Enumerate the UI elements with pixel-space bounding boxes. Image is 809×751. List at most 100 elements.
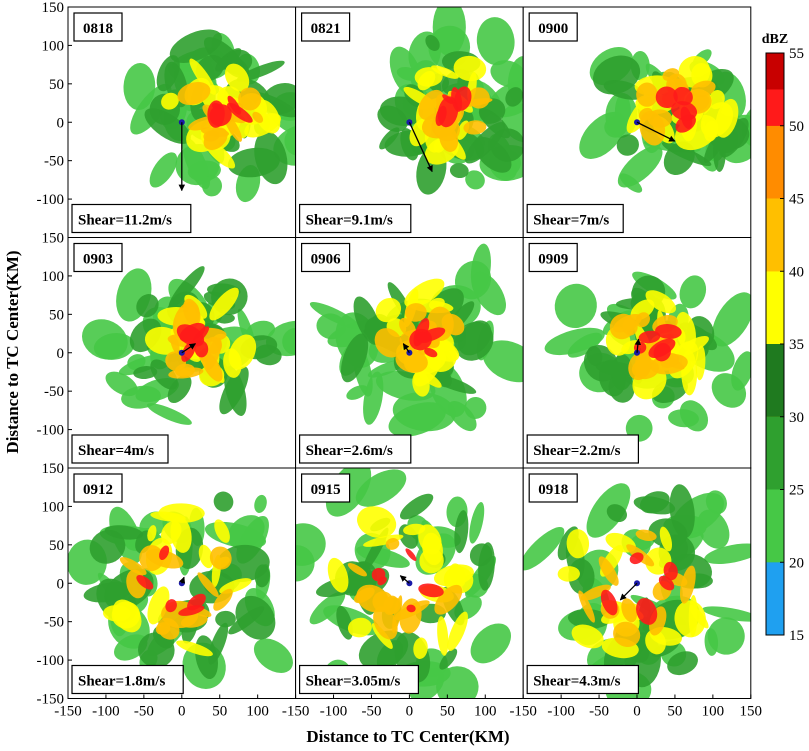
reflectivity-echo <box>219 366 249 415</box>
reflectivity-echo <box>119 557 147 576</box>
panel-shear-label: Shear=2.6m/s <box>299 434 412 464</box>
panel-time-label: 0912 <box>73 473 123 503</box>
reflectivity-echo <box>449 163 469 179</box>
reflectivity-echo <box>227 95 241 115</box>
colorbar-segment <box>766 89 784 126</box>
reflectivity-echo <box>167 375 192 404</box>
reflectivity-echo <box>454 86 472 111</box>
reflectivity-echo <box>356 584 389 613</box>
axes: -100 -50 0 50 100 150 -100 -50 0 50 100 150 -150 -100… <box>37 0 763 720</box>
reflectivity-echo <box>667 651 698 676</box>
y-tick-label: -50 <box>44 154 64 170</box>
reflectivity-echo <box>653 342 671 362</box>
reflectivity-echo <box>405 548 417 561</box>
reflectivity-echo <box>176 640 213 657</box>
reflectivity-echo <box>580 584 611 601</box>
reflectivity-echo <box>252 111 264 123</box>
reflectivity-echo <box>168 266 205 309</box>
reflectivity-echo <box>600 589 618 616</box>
reflectivity-echo <box>189 58 216 95</box>
reflectivity-echo <box>679 565 696 604</box>
colorbar-segment <box>766 53 784 90</box>
reflectivity-echo <box>613 314 642 333</box>
colorbar-title: dBZ <box>762 32 788 47</box>
panel-shear-text: Shear=3.05m/s <box>306 674 401 690</box>
reflectivity-echo <box>375 297 402 323</box>
colorbar-tick-label: 45 <box>789 192 804 208</box>
x-tick-label: 100 <box>246 704 269 720</box>
colorbar-segment <box>766 344 784 417</box>
colorbar-segment <box>766 562 784 635</box>
reflectivity-echo <box>663 141 695 176</box>
reflectivity-echo <box>674 600 706 638</box>
reflectivity-echo <box>161 92 179 110</box>
reflectivity-echo <box>463 120 487 135</box>
reflectivity-echo <box>236 60 285 82</box>
reflectivity-echo <box>417 70 436 91</box>
reflectivity-echo <box>355 469 407 507</box>
reflectivity-echo <box>238 87 262 111</box>
reflectivity-echo <box>213 588 233 611</box>
reflectivity-echo <box>309 591 346 625</box>
reflectivity-echo <box>224 63 250 92</box>
y-tick-label: 50 <box>49 307 64 323</box>
reflectivity-echo <box>418 583 444 598</box>
panel-time-label: 0903 <box>73 242 123 273</box>
reflectivity-echo <box>175 143 220 186</box>
reflectivity-echo <box>197 572 219 598</box>
reflectivity-echo <box>374 328 403 358</box>
panel-time-label: 0818 <box>73 12 123 42</box>
panel-time-label: 0918 <box>528 473 578 503</box>
panel-time-text: 0918 <box>538 482 568 498</box>
panel-time-text: 0912 <box>83 482 113 498</box>
reflectivity-echo <box>708 89 725 110</box>
reflectivity-echo <box>442 94 454 104</box>
reflectivity-echo <box>448 400 477 432</box>
reflectivity-echo <box>571 624 604 649</box>
reflectivity-echo <box>200 127 230 137</box>
panel-shear-label: Shear=2.2m/s <box>526 434 640 464</box>
reflectivity-echo <box>469 502 485 544</box>
panel-shear-label: Shear=4.3m/s <box>526 664 640 695</box>
reflectivity-echo <box>177 81 211 105</box>
y-tick-label: 0 <box>57 576 65 592</box>
x-tick-label: -100 <box>320 704 348 720</box>
reflectivity-echo <box>712 292 751 347</box>
panel-shear-text: Shear=9.1m/s <box>306 213 393 229</box>
reflectivity-echo <box>566 529 590 559</box>
shear-vector-arrow <box>181 343 196 354</box>
colorbar-tick-label: 50 <box>789 119 804 135</box>
reflectivity-echo <box>376 640 404 671</box>
reflectivity-echo <box>149 152 178 188</box>
reflectivity-echo <box>675 311 696 351</box>
reflectivity-echo <box>425 34 440 51</box>
colorbar-tick-label: 15 <box>789 628 804 644</box>
reflectivity-echo <box>404 303 427 322</box>
reflectivity-echo <box>606 504 627 523</box>
reflectivity-echo <box>169 29 223 63</box>
reflectivity-echo <box>557 566 580 582</box>
panel-shear-text: Shear=4.3m/s <box>533 674 620 690</box>
radar-panel-0821: 0821 Shear=9.1m/s <box>295 6 524 238</box>
reflectivity-echo <box>418 524 442 555</box>
panel-shear-text: Shear=7m/s <box>533 213 609 229</box>
x-tick-label: -150 <box>54 704 82 720</box>
y-tick-label: -50 <box>44 615 64 631</box>
reflectivity-echo <box>697 509 730 549</box>
panel-shear-text: Shear=4m/s <box>78 443 154 459</box>
reflectivity-echo <box>392 392 456 432</box>
reflectivity-echo <box>659 526 673 552</box>
reflectivity-echo <box>295 523 326 566</box>
y-tick-label: 100 <box>42 499 65 515</box>
reflectivity-echo <box>347 563 367 577</box>
reflectivity-echo <box>431 65 459 79</box>
reflectivity-echo <box>705 490 727 515</box>
reflectivity-echo <box>228 606 265 635</box>
x-tick-label: 50 <box>440 704 455 720</box>
colorbar-segment <box>766 416 784 490</box>
panel-shear-text: Shear=11.2m/s <box>78 213 172 229</box>
reflectivity-echo <box>629 552 644 565</box>
radar-panel-0818: 0818 Shear=11.2m/s <box>67 6 297 238</box>
x-tick-label: 150 <box>740 704 763 720</box>
reflectivity-echo <box>645 290 677 314</box>
